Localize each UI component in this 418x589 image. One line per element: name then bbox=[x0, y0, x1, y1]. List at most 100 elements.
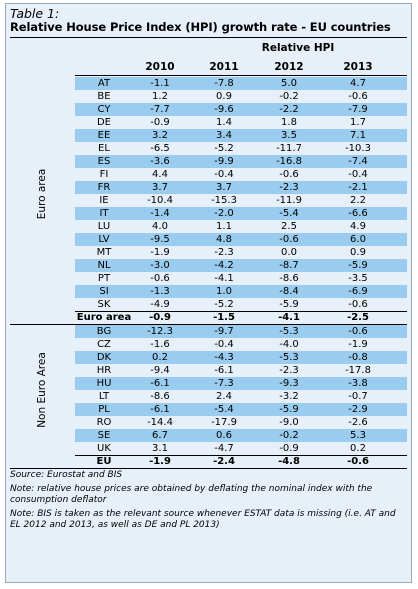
total-label: Euro area bbox=[76, 312, 132, 323]
country-code: CZ bbox=[97, 339, 111, 350]
cell-value-2011: -5.4 bbox=[214, 404, 234, 415]
cell-value-2011: 3.7 bbox=[216, 182, 232, 193]
table-total-row: EU -1.9 -2.4 -4.8 -0.6 bbox=[75, 455, 407, 468]
cell-value-2010: 3.2 bbox=[152, 130, 168, 141]
table-row: DE -0.9 1.4 1.8 1.7 bbox=[75, 116, 407, 129]
column-header-2012: 2012 bbox=[274, 61, 304, 73]
table-row: CZ -1.6 -0.4 -4.0 -1.9 bbox=[75, 338, 407, 351]
cell-value-2013: -0.7 bbox=[348, 391, 368, 402]
cell-value-2012: -16.8 bbox=[276, 156, 302, 167]
cell-value-2010: -0.9 bbox=[149, 312, 171, 323]
cell-value-2013: 4.9 bbox=[350, 221, 366, 232]
cell-value-2011: 1.4 bbox=[216, 117, 232, 128]
cell-value-2012: -4.8 bbox=[278, 456, 300, 467]
table-title: Relative House Price Index (HPI) growth … bbox=[10, 20, 391, 34]
table-row: ES -3.6 -9.9 -16.8 -7.4 bbox=[75, 155, 407, 168]
cell-value-2012: -4.1 bbox=[278, 312, 300, 323]
country-code: LU bbox=[97, 221, 111, 232]
table-row: SK -4.9 -5.2 -5.9 -0.6 bbox=[75, 298, 407, 311]
cell-value-2013: -2.1 bbox=[348, 182, 368, 193]
country-code: SK bbox=[97, 299, 111, 310]
cell-value-2010: -14.4 bbox=[147, 417, 173, 428]
footnote: Note: relative house prices are obtained… bbox=[10, 483, 373, 506]
cell-value-2011: -4.2 bbox=[214, 260, 234, 271]
cell-value-2011: -4.7 bbox=[214, 443, 234, 454]
cell-value-2010: -1.1 bbox=[150, 78, 170, 89]
group-separator-rule bbox=[10, 323, 407, 325]
cell-value-2013: -10.3 bbox=[345, 143, 371, 154]
cell-value-2013: -5.9 bbox=[348, 260, 368, 271]
country-code: BE bbox=[97, 91, 111, 102]
footnote: Note: BIS is taken as the relevant sourc… bbox=[10, 508, 396, 531]
cell-value-2012: -11.9 bbox=[276, 195, 302, 206]
column-super-header: Relative HPI bbox=[261, 42, 335, 54]
cell-value-2012: -0.2 bbox=[279, 430, 299, 441]
cell-value-2012: 1.8 bbox=[281, 117, 297, 128]
cell-value-2013: -3.8 bbox=[348, 378, 368, 389]
table-row: IT -1.4 -2.0 -5.4 -6.6 bbox=[75, 207, 407, 220]
country-code: FR bbox=[97, 182, 111, 193]
cell-value-2010: -3.6 bbox=[150, 156, 170, 167]
country-code: PL bbox=[98, 404, 110, 415]
cell-value-2010: -6.1 bbox=[150, 404, 170, 415]
cell-value-2011: -4.1 bbox=[214, 273, 234, 284]
cell-value-2011: 1.1 bbox=[216, 221, 232, 232]
cell-value-2012: 5.0 bbox=[281, 78, 297, 89]
cell-value-2012: -8.7 bbox=[279, 260, 299, 271]
cell-value-2012: -2.3 bbox=[279, 182, 299, 193]
cell-value-2010: -1.4 bbox=[150, 208, 170, 219]
total-label: EU bbox=[96, 456, 112, 467]
cell-value-2013: -0.6 bbox=[348, 299, 368, 310]
cell-value-2013: -7.4 bbox=[348, 156, 368, 167]
table-row: LV -9.5 4.8 -0.6 6.0 bbox=[75, 233, 407, 246]
country-code: LV bbox=[98, 234, 110, 245]
cell-value-2013: -6.9 bbox=[348, 286, 368, 297]
cell-value-2010: -10.4 bbox=[147, 195, 173, 206]
cell-value-2010: 3.7 bbox=[152, 182, 168, 193]
cell-value-2011: 0.9 bbox=[216, 91, 232, 102]
cell-value-2010: -9.4 bbox=[150, 365, 170, 376]
cell-value-2013: 6.0 bbox=[350, 234, 366, 245]
group-total-rule bbox=[75, 310, 407, 312]
cell-value-2013: 0.9 bbox=[350, 247, 366, 258]
cell-value-2010: 6.7 bbox=[152, 430, 168, 441]
cell-value-2011: 0.6 bbox=[216, 430, 232, 441]
table-row: EL -6.5 -5.2 -11.7 -10.3 bbox=[75, 142, 407, 155]
cell-value-2010: 4.4 bbox=[152, 169, 168, 180]
cell-value-2011: -9.7 bbox=[214, 326, 234, 337]
table-row: CY -7.7 -9.6 -2.2 -7.9 bbox=[75, 103, 407, 116]
cell-value-2012: -9.3 bbox=[279, 378, 299, 389]
cell-value-2012: -0.9 bbox=[279, 443, 299, 454]
cell-value-2013: -17.8 bbox=[345, 365, 371, 376]
cell-value-2013: -0.6 bbox=[347, 456, 369, 467]
column-header-2011: 2011 bbox=[209, 61, 239, 73]
table-row: RO -14.4 -17.9 -9.0 -2.6 bbox=[75, 416, 407, 429]
cell-value-2011: -2.3 bbox=[214, 247, 234, 258]
country-code: SI bbox=[99, 286, 109, 297]
cell-value-2011: -5.2 bbox=[214, 299, 234, 310]
country-code: RO bbox=[96, 417, 112, 428]
cell-value-2011: -9.9 bbox=[214, 156, 234, 167]
table-row: NL -3.0 -4.2 -8.7 -5.9 bbox=[75, 259, 407, 272]
country-code: SE bbox=[97, 430, 111, 441]
cell-value-2010: -3.0 bbox=[150, 260, 170, 271]
cell-value-2011: -9.6 bbox=[214, 104, 234, 115]
cell-value-2013: 7.1 bbox=[350, 130, 366, 141]
cell-value-2013: -2.6 bbox=[348, 417, 368, 428]
country-code: ES bbox=[97, 156, 111, 167]
column-header-2010: 2010 bbox=[145, 61, 175, 73]
cell-value-2010: -6.1 bbox=[150, 378, 170, 389]
cell-value-2013: 4.7 bbox=[350, 78, 366, 89]
cell-value-2012: -5.3 bbox=[279, 326, 299, 337]
cell-value-2012: -2.3 bbox=[279, 365, 299, 376]
country-code: EL bbox=[98, 143, 110, 154]
cell-value-2013: -2.9 bbox=[348, 404, 368, 415]
cell-value-2013: 5.3 bbox=[350, 430, 366, 441]
country-code: LT bbox=[98, 391, 110, 402]
cell-value-2013: -0.4 bbox=[348, 169, 368, 180]
country-code: PT bbox=[97, 273, 111, 284]
group-separator-rule bbox=[10, 467, 407, 469]
country-code: AT bbox=[97, 78, 111, 89]
table-page: Table 1: Relative House Price Index (HPI… bbox=[5, 3, 412, 583]
cell-value-2012: -4.0 bbox=[279, 339, 299, 350]
